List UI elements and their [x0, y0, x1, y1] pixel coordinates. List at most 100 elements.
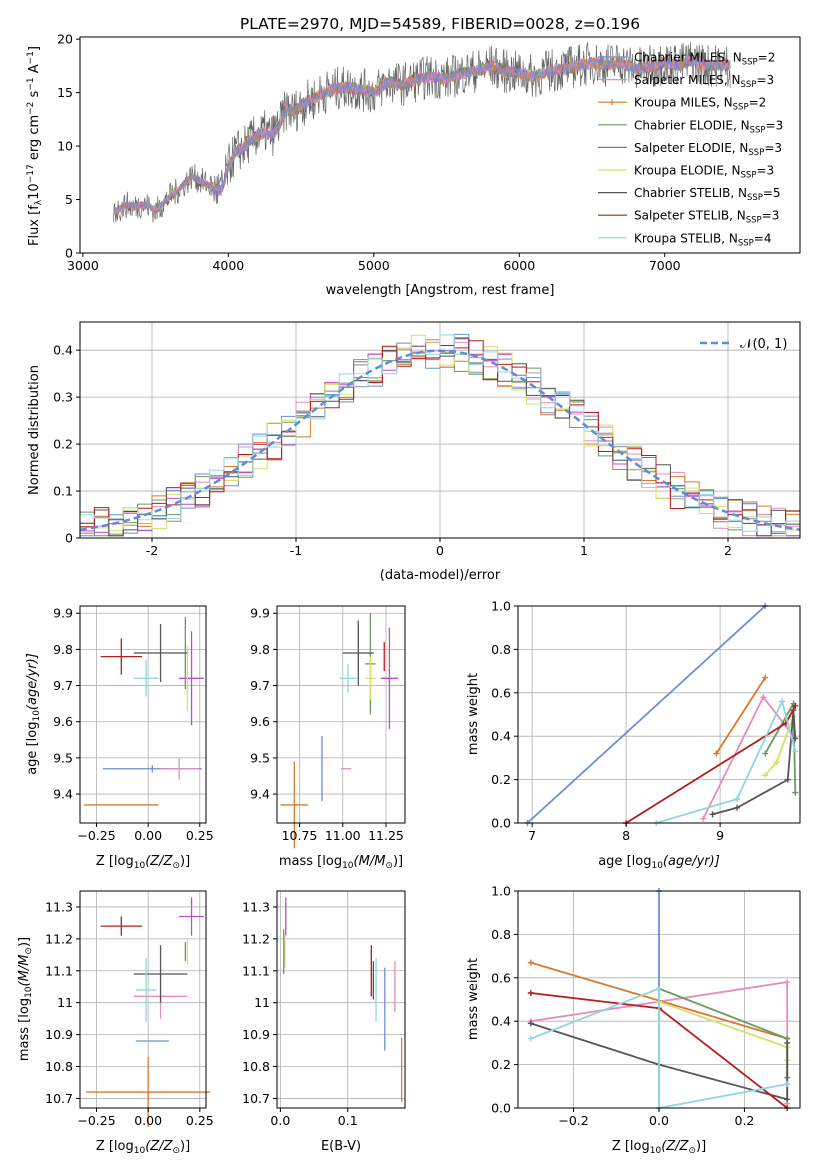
weight-series-line: [530, 1022, 789, 1101]
weight-series-marker: [784, 979, 791, 986]
y-tick-label: 0.1: [53, 484, 73, 499]
mass-weight-vs-metallicity-xlabel: Z [log10(Z/Z⊙)]: [612, 1139, 706, 1156]
y-tick-label: 15: [57, 85, 73, 100]
mass-vs-metallicity-ylabel: mass [log10(M/M⊙)]: [17, 937, 34, 1061]
y-tick-label: 10.7: [242, 1091, 270, 1106]
mass-weight-vs-metallicity-plot-area: [518, 888, 800, 1111]
errorbar-point-salpeter-elodie: [380, 627, 399, 729]
weight-series-marker: [527, 1020, 534, 1027]
legend-label-name: Chabrier MILES, N: [634, 51, 742, 65]
spectrum-line-chabrier-miles: [113, 56, 731, 216]
spectrum-ticks: 3000 4000 5000 6000 7000 0 5 10 15 20: [57, 32, 681, 273]
x-tick-label: -2: [146, 543, 158, 558]
y-tick-label: 0.3: [53, 390, 73, 405]
y-tick-label: 0.0: [491, 816, 511, 831]
age-vs-metallicity-xlabel: Z [log10(Z/Z⊙)]: [96, 854, 190, 871]
weight-series-marker: [527, 959, 534, 966]
x-tick-label: 0: [436, 543, 444, 558]
weight-series-chabrier-elodie: [762, 700, 799, 796]
legend-label: Chabrier MILES, NSSP=2: [634, 51, 775, 68]
age-vs-metallicity-panel: −0.25 0.00 0.25 9.4 9.5 9.6 9.7 9.8 9.9 Z [log10…: [25, 605, 214, 871]
x-tick-label: −0.2: [558, 1113, 588, 1128]
y-tick-label: 9.8: [250, 642, 270, 657]
legend-label-count: =3: [766, 118, 784, 132]
x-tick-label: −0.25: [77, 1113, 115, 1128]
y-tick-label: 10.9: [242, 1027, 270, 1042]
y-tick-label: 10: [57, 139, 73, 154]
mass-weight-vs-age-panel: 7 8 9 0.0 0.2 0.4 0.6 0.8 1.0 age [log10(age/yr)…: [466, 599, 801, 871]
mass-vs-metallicity-ticks: −0.25 0.00 0.25 10.7 10.8 10.9 11 11.1 11.2 11.3: [45, 899, 214, 1128]
age-vs-mass-frame: [276, 605, 406, 824]
mass-vs-ebv-panel: 0.0 0.1 10.7 10.8 10.9 11 11.1 11.2 11.3 E(B-V): [242, 890, 406, 1154]
weight-series-line: [530, 987, 788, 1110]
weight-series-line: [702, 695, 795, 820]
residual-histogram-panel: -2 -1 0 1 200.10.20.30.4 (data-model)/error …: [27, 321, 801, 583]
histogram-steps: [80, 333, 800, 537]
errorbar-point-salpeter-miles: [160, 757, 198, 780]
x-tick-label: 9: [716, 828, 724, 843]
x-tick-label: 0.1: [338, 1113, 358, 1128]
y-tick-label: 9.6: [53, 714, 73, 729]
weight-series-marker: [792, 748, 799, 755]
weight-series-marker: [713, 750, 720, 757]
y-tick-label: 0.4: [491, 729, 511, 744]
x-tick-label: 7: [528, 828, 536, 843]
y-tick-label: 0.8: [491, 642, 511, 657]
y-tick-label: 9.5: [250, 750, 270, 765]
weight-series-marker: [779, 698, 786, 705]
y-tick-label: 9.6: [250, 714, 270, 729]
mass-vs-ebv-plot-area: [277, 891, 405, 1108]
residual-plot-area: [79, 322, 801, 539]
y-tick-label: 11.1: [242, 963, 270, 978]
residual-ylabel: Normed distribution: [27, 365, 42, 495]
x-tick-label: 8: [622, 828, 630, 843]
y-tick-label: 0.4: [491, 1014, 511, 1029]
x-tick-label: -1: [290, 543, 302, 558]
legend-label-name: Kroupa ELODIE, N: [634, 164, 741, 178]
errorbar-point-kroupa-stelib: [339, 663, 357, 693]
errorbar-point-chabrier-stelib: [342, 620, 374, 686]
residual-legend: 𝒩(0, 1): [700, 337, 787, 352]
mass-weight-vs-age-xlabel: age [log10(age/yr)]: [598, 854, 720, 871]
y-tick-label: 0.6: [491, 685, 511, 700]
legend-label-name: Salpeter STELIB, N: [634, 209, 746, 223]
y-tick-label: 20: [57, 32, 73, 47]
legend-label-subscript: SSP: [738, 238, 754, 248]
weight-series-marker: [762, 674, 769, 681]
errorbar-point-kroupa-miles: [280, 761, 309, 849]
legend-label-subscript: SSP: [747, 193, 763, 203]
spectrum-ylabel: Flux [fλ10−17 erg cm−2 s−1 A−1]: [26, 46, 44, 246]
x-tick-label: 11.00: [325, 828, 361, 843]
spectrum-line-chabrier-stelib: [113, 42, 731, 223]
weight-series-marker: [762, 772, 769, 779]
weight-series-marker: [792, 702, 799, 709]
x-tick-label: −0.25: [77, 828, 115, 843]
mass-vs-ebv-ticks: 0.0 0.1 10.7 10.8 10.9 11 11.1 11.2 11.3: [242, 899, 358, 1128]
age-vs-metallicity-ticks: −0.25 0.00 0.25 9.4 9.5 9.6 9.7 9.8 9.9: [53, 606, 214, 843]
y-tick-label: 11.2: [242, 931, 270, 946]
age-vs-metallicity-ylabel: age [log10(age/yr)]: [25, 653, 42, 775]
spectrum-axes-frame: [79, 36, 801, 254]
weight-series-kroupa-miles: [713, 674, 769, 757]
legend-label: Chabrier STELIB, NSSP=5: [634, 186, 781, 203]
legend-label: Kroupa STELIB, NSSP=4: [634, 231, 772, 248]
weight-series-marker: [700, 815, 707, 822]
x-tick-label: 4000: [212, 258, 244, 273]
legend-label-count: =2: [749, 96, 767, 110]
legend-label: Salpeter MILES, NSSP=3: [634, 73, 774, 90]
x-tick-label: 7000: [649, 258, 681, 273]
x-tick-label: 0.25: [186, 1113, 214, 1128]
weight-series-marker: [709, 811, 716, 818]
errorbar-point-salpeter-elodie: [179, 631, 204, 726]
y-tick-label: 11.2: [45, 931, 73, 946]
x-tick-label: 3000: [67, 258, 99, 273]
spectrum-xlabel: wavelength [Angstrom, rest frame]: [326, 283, 555, 298]
legend-label-name: Salpeter ELODIE, N: [634, 141, 748, 155]
mass-weight-vs-age-ticks: 7 8 9 0.0 0.2 0.4 0.6 0.8 1.0: [491, 599, 724, 844]
mass-weight-vs-age-ylabel: mass weight: [466, 673, 481, 755]
normal-legend-label: 𝒩(0, 1): [740, 337, 787, 352]
legend-label-count: =2: [758, 51, 776, 65]
errorbar-point-kroupa-miles: [86, 1056, 211, 1128]
y-tick-label: 11: [254, 995, 270, 1010]
x-tick-label: 6000: [503, 258, 535, 273]
